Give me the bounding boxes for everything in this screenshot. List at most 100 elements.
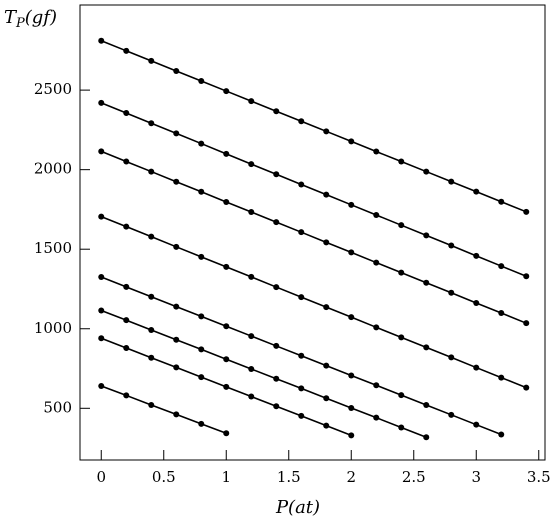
data-point <box>423 434 430 441</box>
x-tick-label: 3.5 <box>527 468 550 486</box>
data-point <box>323 239 330 246</box>
data-point <box>198 420 205 427</box>
data-point <box>198 346 205 353</box>
data-point <box>123 392 130 399</box>
data-point <box>248 333 255 340</box>
data-point <box>223 263 230 270</box>
data-point <box>123 110 130 117</box>
data-point <box>498 431 505 438</box>
y-tick-label: 2000 <box>34 160 72 178</box>
data-point <box>373 148 380 155</box>
y-tick-label: 2500 <box>34 80 72 98</box>
data-point <box>473 252 480 259</box>
data-point <box>148 401 155 408</box>
x-tick-label: 1.5 <box>277 468 301 486</box>
y-label-sub: P <box>15 16 25 31</box>
data-point <box>448 354 455 361</box>
data-point <box>298 412 305 419</box>
data-point <box>98 37 105 44</box>
data-point <box>323 362 330 369</box>
y-tick-label: 1000 <box>34 319 72 337</box>
data-point <box>298 118 305 125</box>
data-point <box>148 293 155 300</box>
series-line <box>100 215 527 389</box>
data-point <box>473 364 480 371</box>
y-label-main: T <box>4 7 18 28</box>
x-tick-label: 3 <box>471 468 481 486</box>
data-point <box>498 263 505 270</box>
data-point <box>273 284 280 291</box>
data-point <box>398 158 405 165</box>
data-point <box>198 253 205 260</box>
data-point <box>298 352 305 359</box>
data-point <box>98 99 105 106</box>
data-point <box>98 335 105 342</box>
data-point <box>148 120 155 127</box>
data-point <box>398 424 405 431</box>
data-point <box>523 273 530 280</box>
data-point <box>173 68 180 75</box>
x-tick-label: 0 <box>96 468 106 486</box>
data-point <box>198 140 205 147</box>
data-point <box>248 393 255 400</box>
data-point <box>473 299 480 306</box>
data-point <box>323 128 330 135</box>
data-point <box>398 334 405 341</box>
data-point <box>348 314 355 321</box>
data-point <box>173 364 180 371</box>
data-point <box>323 422 330 429</box>
data-point <box>223 323 230 330</box>
data-point <box>448 289 455 296</box>
data-point <box>298 385 305 392</box>
data-point <box>198 374 205 381</box>
data-point <box>248 161 255 168</box>
data-point <box>98 274 105 281</box>
data-point <box>173 243 180 250</box>
data-point <box>423 344 430 351</box>
data-point <box>98 383 105 390</box>
x-tick-label: 0.5 <box>152 468 176 486</box>
series-line <box>100 309 427 438</box>
data-point <box>373 414 380 421</box>
data-point <box>98 307 105 314</box>
data-point <box>248 208 255 215</box>
data-point <box>498 310 505 316</box>
data-point <box>148 327 155 334</box>
data-point <box>473 188 480 195</box>
data-point <box>323 395 330 402</box>
data-point <box>198 188 205 195</box>
data-point <box>423 279 430 286</box>
data-point <box>473 421 480 428</box>
data-point <box>123 47 130 54</box>
data-point <box>198 78 205 85</box>
data-point <box>98 213 105 220</box>
data-point <box>148 168 155 175</box>
data-point <box>348 138 355 145</box>
series-line <box>100 150 527 324</box>
data-point <box>273 108 280 115</box>
y-tick-label: 500 <box>43 398 72 416</box>
plot-frame <box>79 4 546 461</box>
data-point <box>148 233 155 240</box>
data-point <box>448 178 455 185</box>
data-point <box>373 212 380 218</box>
data-point <box>148 57 155 64</box>
data-point <box>173 130 180 137</box>
series-line <box>100 40 527 213</box>
data-point <box>523 320 530 327</box>
data-point <box>348 201 355 208</box>
data-point <box>423 168 430 175</box>
y-label-rest: (gf) <box>25 7 57 28</box>
data-point <box>173 411 180 418</box>
data-point <box>498 374 505 381</box>
data-point <box>373 324 380 331</box>
data-point <box>173 336 180 343</box>
data-point <box>223 430 230 437</box>
x-tick-label: 2.5 <box>402 468 426 486</box>
data-point <box>123 223 130 230</box>
data-point <box>348 372 355 379</box>
data-point <box>273 219 280 226</box>
data-point <box>223 150 230 157</box>
y-tick-label: 1500 <box>34 239 72 257</box>
